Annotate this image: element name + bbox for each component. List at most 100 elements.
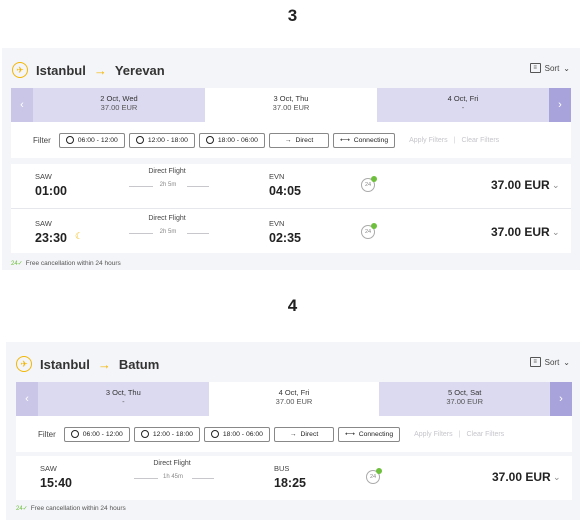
chevron-down-icon: ⌄	[563, 63, 570, 73]
clear-filters-link[interactable]: Clear Filters	[466, 430, 505, 438]
clear-filters-link[interactable]: Clear Filters	[461, 136, 500, 144]
route-line	[129, 233, 153, 234]
filter-label: Filter	[33, 135, 51, 145]
arrival-time: 02:35	[269, 231, 301, 245]
route-line	[187, 186, 209, 187]
clock-icon	[140, 430, 149, 438]
flight-panel-istanbul-batum: ✈ Istanbul → Batum ≡ Sort ⌄ ‹ 3 Oct, Thu…	[6, 342, 580, 520]
filter-direct-button[interactable]: → Direct	[268, 132, 329, 148]
filter-morning-button[interactable]: 06:00 - 12:00	[58, 132, 125, 148]
route-line	[129, 186, 153, 187]
departure-time: 15:40	[40, 476, 72, 490]
date-selector: ‹ 3 Oct, Thu - 4 Oct, Fri 37.00 EUR 5 Oc…	[16, 382, 573, 416]
date-tab[interactable]: 5 Oct, Sat 37.00 EUR	[379, 382, 551, 416]
flight-duration: 2h 5m	[159, 229, 177, 235]
arrival-airport: EVN	[269, 172, 285, 181]
moon-icon: ☾	[75, 231, 84, 241]
filter-label: Filter	[38, 429, 56, 439]
arrival-time: 18:25	[274, 476, 306, 490]
filter-text: 06:00 - 12:00	[77, 136, 118, 144]
date-tab-active[interactable]: 4 Oct, Fri 37.00 EUR	[208, 382, 380, 416]
departure-time: 23:30	[35, 231, 67, 245]
route-line	[187, 233, 209, 234]
chevron-down-icon[interactable]: ⌄	[552, 180, 560, 190]
filter-text: Direct	[295, 136, 314, 144]
date-tab[interactable]: 4 Oct, Fri -	[377, 88, 549, 122]
cancellation-24h-icon: 24	[366, 468, 382, 484]
connecting-icon: ⟷	[344, 431, 355, 438]
route-header: ✈ Istanbul → Yerevan ≡ Sort ⌄	[2, 50, 580, 90]
filter-divider: |	[458, 430, 461, 438]
filter-afternoon-button[interactable]: 12:00 - 18:00	[133, 426, 200, 442]
filter-text: Connecting	[358, 430, 394, 438]
apply-filters-link[interactable]: Apply Filters	[409, 136, 448, 144]
clock-icon	[210, 430, 219, 438]
flight-price: 37.00 EUR	[492, 470, 551, 484]
arrow-right-icon: →	[284, 136, 292, 144]
filter-divider: |	[453, 136, 456, 144]
sort-button[interactable]: ≡ Sort ⌄	[529, 63, 570, 73]
filter-evening-button[interactable]: 18:00 - 06:00	[203, 426, 270, 442]
cancellation-24h-icon: 24✓	[16, 506, 28, 512]
route-line	[134, 478, 158, 479]
flight-price: 37.00 EUR	[491, 178, 550, 192]
route-line	[192, 478, 214, 479]
date-tab[interactable]: 2 Oct, Wed 37.00 EUR	[33, 88, 205, 122]
destination-city: Batum	[118, 356, 160, 372]
connecting-icon: ⟷	[339, 137, 350, 144]
filter-connecting-button[interactable]: ⟷ Connecting	[337, 426, 401, 442]
cancellation-note: 24✓ Free cancellation within 24 hours	[16, 505, 126, 512]
next-date-button[interactable]: ›	[550, 382, 573, 416]
filter-text: 06:00 - 12:00	[82, 430, 123, 438]
departure-airport: SAW	[40, 464, 57, 473]
flight-row[interactable]: SAW 23:30 ☾ Direct Flight 2h 5m EVN 02:3…	[11, 209, 571, 253]
filter-afternoon-button[interactable]: 12:00 - 18:00	[128, 132, 195, 148]
filter-bar: Filter 06:00 - 12:00 12:00 - 18:00 18:00…	[11, 122, 571, 158]
clock-icon	[65, 136, 74, 144]
chevron-down-icon[interactable]: ⌄	[552, 227, 560, 237]
sort-label: Sort	[544, 357, 560, 367]
flight-type: Direct Flight	[153, 460, 191, 467]
flight-row[interactable]: SAW 01:00 Direct Flight 2h 5m EVN 04:05 …	[11, 164, 571, 208]
filter-text: Direct	[300, 430, 319, 438]
clock-icon	[135, 136, 144, 144]
plane-icon: ✈	[12, 62, 28, 78]
origin-city: Istanbul	[36, 62, 86, 78]
departure-airport: SAW	[35, 172, 52, 181]
cancellation-note: 24✓ Free cancellation within 24 hours	[11, 260, 121, 267]
flight-panel-istanbul-yerevan: ✈ Istanbul → Yerevan ≡ Sort ⌄ ‹ 2 Oct, W…	[2, 48, 580, 270]
date-label: 2 Oct, Wed	[100, 94, 138, 103]
arrow-right-icon: →	[93, 62, 107, 78]
sort-label: Sort	[544, 63, 560, 73]
departure-airport: SAW	[35, 219, 52, 228]
chevron-down-icon[interactable]: ⌄	[553, 472, 561, 482]
filter-bar: Filter 06:00 - 12:00 12:00 - 18:00 18:00…	[16, 416, 572, 452]
filter-text: Connecting	[353, 136, 389, 144]
next-date-button[interactable]: ›	[549, 88, 571, 122]
plane-icon: ✈	[16, 356, 32, 372]
filter-text: 18:00 - 06:00	[217, 136, 258, 144]
cancellation-24h-icon: 24	[361, 223, 377, 239]
previous-date-button[interactable]: ‹	[16, 382, 38, 416]
apply-filters-link[interactable]: Apply Filters	[414, 430, 453, 438]
date-price: 37.00 EUR	[100, 103, 138, 112]
sort-icon: ≡	[529, 63, 541, 73]
sort-button[interactable]: ≡ Sort ⌄	[529, 357, 570, 367]
filter-text: 12:00 - 18:00	[147, 136, 188, 144]
date-tab[interactable]: 3 Oct, Thu -	[38, 382, 209, 416]
cancellation-text: Free cancellation within 24 hours	[30, 505, 126, 512]
date-label: 3 Oct, Thu	[105, 388, 141, 397]
date-tab-active[interactable]: 3 Oct, Thu 37.00 EUR	[205, 88, 377, 122]
filter-direct-button[interactable]: → Direct	[273, 426, 334, 442]
filter-connecting-button[interactable]: ⟷ Connecting	[332, 132, 396, 148]
sort-icon: ≡	[529, 357, 541, 367]
chevron-down-icon: ⌄	[563, 357, 570, 367]
clock-icon	[70, 430, 79, 438]
previous-date-button[interactable]: ‹	[11, 88, 33, 122]
filter-evening-button[interactable]: 18:00 - 06:00	[198, 132, 265, 148]
date-price: 37.00 EUR	[272, 103, 310, 112]
date-label: 4 Oct, Fri	[447, 94, 479, 103]
filter-morning-button[interactable]: 06:00 - 12:00	[63, 426, 130, 442]
flight-price: 37.00 EUR	[491, 225, 550, 239]
flight-row[interactable]: SAW 15:40 Direct Flight 1h 45m BUS 18:25…	[16, 456, 572, 500]
